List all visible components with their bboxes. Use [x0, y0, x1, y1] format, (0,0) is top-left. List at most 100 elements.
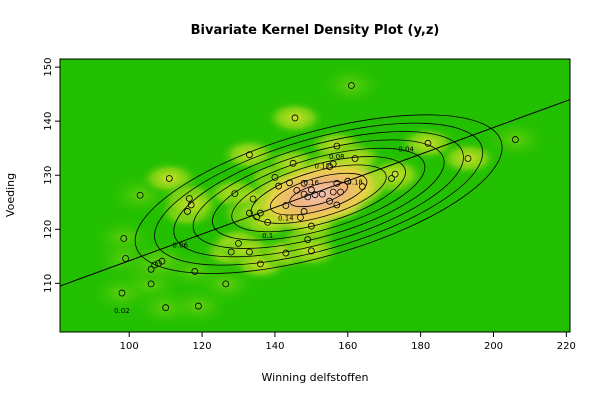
data-point: [264, 218, 272, 226]
data-point: [120, 235, 128, 242]
density-blob: [266, 101, 323, 134]
data-point: [256, 260, 264, 268]
contour-label: 0.04: [398, 145, 414, 153]
y-tick-label: 140: [43, 112, 54, 131]
contour-line: [134, 114, 503, 274]
data-point: [300, 208, 308, 215]
data-point: [246, 151, 253, 159]
data-point: [286, 179, 293, 187]
data-point: [136, 191, 144, 199]
data-point: [424, 139, 432, 147]
data-point: [311, 191, 319, 199]
data-point: [282, 249, 290, 257]
plot-frame: [59, 58, 571, 333]
data-point: [151, 261, 159, 269]
data-points: [118, 82, 519, 312]
data-point: [231, 190, 239, 198]
y-axis: 110 120 130 140 150: [43, 58, 60, 293]
density-blob: [317, 63, 386, 108]
y-tick-label: 110: [43, 274, 54, 293]
data-point: [333, 142, 341, 150]
data-point: [256, 209, 264, 217]
contour-label: 0.06: [172, 242, 188, 250]
contour-label: 0.12: [314, 163, 330, 171]
data-point: [391, 170, 399, 178]
data-point: [147, 265, 155, 273]
x-tick-label: 220: [557, 341, 576, 352]
data-point: [348, 82, 355, 89]
contour-line: [269, 172, 368, 216]
data-point: [333, 179, 341, 187]
contour-lines: [134, 114, 503, 274]
data-point: [222, 280, 230, 288]
y-tick-label: 130: [43, 166, 54, 185]
data-point: [329, 188, 337, 196]
data-point: [246, 248, 253, 256]
data-point: [344, 177, 352, 185]
data-point: [184, 208, 191, 215]
data-point: [289, 159, 297, 167]
density-fill: [87, 63, 550, 330]
data-point: [329, 160, 337, 168]
data-point: [304, 193, 312, 201]
x-tick-label: 120: [193, 341, 212, 352]
chart-title: Bivariate Kernel Density Plot (y,z): [191, 23, 440, 38]
contour-line: [212, 147, 426, 241]
data-point: [300, 179, 308, 187]
data-point: [326, 197, 333, 205]
contour-label: 0.1: [262, 232, 273, 240]
y-tick-label: 150: [43, 58, 54, 77]
data-point: [158, 257, 166, 265]
data-point: [165, 175, 173, 182]
data-point: [304, 236, 312, 243]
contour-label: 0.08: [329, 153, 345, 161]
data-point: [195, 302, 202, 310]
data-point: [333, 201, 341, 209]
data-point: [337, 188, 344, 196]
x-tick-label: 160: [338, 341, 357, 352]
data-point: [235, 239, 242, 247]
density-blob: [163, 188, 220, 221]
data-point: [253, 213, 261, 221]
contour-label: 0.02: [114, 307, 130, 315]
plot-area: 0.02 0.04 0.06 0.08 0.1 0.12 0.14 0.16 0.18: [60, 59, 570, 332]
x-tick-label: 100: [120, 341, 139, 352]
density-blob: [481, 117, 550, 162]
density-blob: [399, 127, 456, 160]
x-axis-label: Winning delfstoffen: [262, 371, 369, 384]
data-point: [154, 259, 162, 267]
data-point: [227, 248, 235, 256]
data-point: [282, 202, 290, 209]
data-point: [318, 190, 326, 198]
data-point: [249, 195, 257, 203]
data-point: [275, 182, 282, 190]
contour-label: 0.18: [347, 178, 363, 186]
data-point: [162, 304, 170, 312]
data-point: [358, 183, 366, 190]
data-point: [118, 289, 126, 297]
contour-line: [173, 131, 464, 258]
data-point: [297, 213, 304, 221]
data-point: [307, 247, 315, 255]
regression-line: [60, 99, 570, 287]
contour-label: 0.14: [278, 215, 294, 223]
data-point: [147, 280, 155, 288]
contour-label: 0.16: [304, 179, 320, 187]
data-point: [122, 255, 129, 262]
contour-line: [154, 122, 484, 266]
data-point: [464, 155, 472, 162]
x-tick-label: 180: [411, 341, 430, 352]
data-point: [351, 155, 359, 162]
contour-line: [192, 139, 445, 249]
data-point: [271, 173, 279, 181]
y-axis-label: Voeding: [4, 173, 17, 217]
data-point: [185, 195, 193, 202]
contour-line: [250, 164, 387, 224]
contour-labels: 0.02 0.04 0.06 0.08 0.1 0.12 0.14 0.16 0.18: [114, 145, 414, 315]
x-tick-label: 200: [484, 341, 503, 352]
density-blob: [440, 142, 496, 175]
x-axis: 100 120 140 160 180 200 220: [120, 332, 576, 352]
y-tick-label: 120: [43, 220, 54, 239]
contour-line: [231, 156, 406, 233]
data-point: [388, 175, 395, 182]
